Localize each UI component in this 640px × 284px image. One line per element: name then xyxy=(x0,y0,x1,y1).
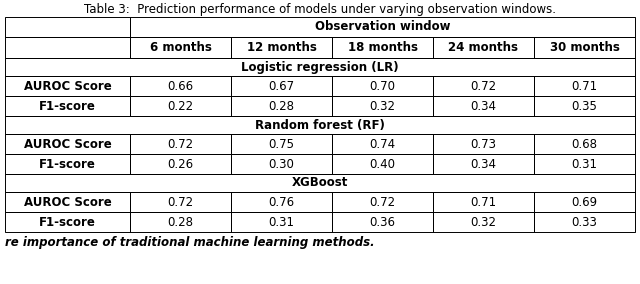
Text: 0.31: 0.31 xyxy=(269,216,294,229)
Text: Table 3:  Prediction performance of models under varying observation windows.: Table 3: Prediction performance of model… xyxy=(84,3,556,16)
Text: AUROC Score: AUROC Score xyxy=(24,195,111,208)
Text: 0.71: 0.71 xyxy=(470,195,497,208)
Bar xyxy=(433,96,534,116)
Text: 30 months: 30 months xyxy=(550,41,620,54)
Bar xyxy=(130,37,231,58)
Text: 0.72: 0.72 xyxy=(168,195,193,208)
Text: 0.35: 0.35 xyxy=(572,99,597,112)
Bar xyxy=(534,76,635,96)
Bar xyxy=(5,58,635,76)
Text: XGBoost: XGBoost xyxy=(292,176,348,189)
Text: 0.40: 0.40 xyxy=(369,158,396,170)
Bar xyxy=(433,37,534,58)
Bar xyxy=(5,154,130,174)
Bar xyxy=(534,37,635,58)
Bar xyxy=(231,76,332,96)
Bar xyxy=(433,134,534,154)
Text: 0.30: 0.30 xyxy=(269,158,294,170)
Text: 12 months: 12 months xyxy=(246,41,316,54)
Text: 0.28: 0.28 xyxy=(168,216,193,229)
Text: 0.73: 0.73 xyxy=(470,137,497,151)
Bar xyxy=(5,116,635,134)
Text: AUROC Score: AUROC Score xyxy=(24,80,111,93)
Text: 6 months: 6 months xyxy=(150,41,211,54)
Text: 0.36: 0.36 xyxy=(369,216,396,229)
Bar xyxy=(332,37,433,58)
Text: 0.31: 0.31 xyxy=(572,158,598,170)
Bar xyxy=(332,96,433,116)
Bar xyxy=(5,134,130,154)
Bar xyxy=(231,96,332,116)
Bar xyxy=(130,134,231,154)
Text: 0.34: 0.34 xyxy=(470,158,497,170)
Bar xyxy=(5,212,130,232)
Bar xyxy=(534,212,635,232)
Bar xyxy=(433,76,534,96)
Text: 0.33: 0.33 xyxy=(572,216,597,229)
Bar xyxy=(433,154,534,174)
Bar xyxy=(433,212,534,232)
Text: 0.72: 0.72 xyxy=(168,137,193,151)
Text: F1-score: F1-score xyxy=(39,99,96,112)
Bar xyxy=(231,134,332,154)
Text: 0.70: 0.70 xyxy=(369,80,396,93)
Text: Random forest (RF): Random forest (RF) xyxy=(255,118,385,131)
Text: Logistic regression (LR): Logistic regression (LR) xyxy=(241,60,399,74)
Bar xyxy=(130,17,635,37)
Text: Observation window: Observation window xyxy=(315,20,451,34)
Text: 0.72: 0.72 xyxy=(470,80,497,93)
Bar xyxy=(5,37,130,58)
Bar xyxy=(534,96,635,116)
Bar xyxy=(534,134,635,154)
Bar xyxy=(5,192,130,212)
Bar xyxy=(332,192,433,212)
Bar xyxy=(534,192,635,212)
Text: re importance of traditional machine learning methods.: re importance of traditional machine lea… xyxy=(5,236,374,249)
Text: 0.67: 0.67 xyxy=(268,80,294,93)
Bar xyxy=(332,154,433,174)
Bar xyxy=(332,134,433,154)
Bar xyxy=(332,76,433,96)
Text: 0.22: 0.22 xyxy=(168,99,193,112)
Bar xyxy=(332,212,433,232)
Bar xyxy=(231,37,332,58)
Text: 0.26: 0.26 xyxy=(168,158,193,170)
Bar xyxy=(130,76,231,96)
Text: 0.75: 0.75 xyxy=(269,137,294,151)
Text: 0.69: 0.69 xyxy=(572,195,598,208)
Bar xyxy=(231,154,332,174)
Text: F1-score: F1-score xyxy=(39,158,96,170)
Text: 0.66: 0.66 xyxy=(168,80,193,93)
Bar xyxy=(433,192,534,212)
Text: F1-score: F1-score xyxy=(39,216,96,229)
Bar xyxy=(231,212,332,232)
Text: 0.68: 0.68 xyxy=(572,137,598,151)
Text: 0.28: 0.28 xyxy=(269,99,294,112)
Bar xyxy=(5,96,130,116)
Bar xyxy=(5,174,635,192)
Bar xyxy=(534,154,635,174)
Text: 18 months: 18 months xyxy=(348,41,417,54)
Text: 0.76: 0.76 xyxy=(268,195,294,208)
Bar xyxy=(130,192,231,212)
Text: 24 months: 24 months xyxy=(449,41,518,54)
Bar xyxy=(5,76,130,96)
Bar xyxy=(130,154,231,174)
Text: 0.34: 0.34 xyxy=(470,99,497,112)
Bar xyxy=(130,212,231,232)
Text: 0.32: 0.32 xyxy=(470,216,497,229)
Text: 0.32: 0.32 xyxy=(369,99,396,112)
Text: 0.72: 0.72 xyxy=(369,195,396,208)
Text: 0.71: 0.71 xyxy=(572,80,598,93)
Bar xyxy=(130,96,231,116)
Bar xyxy=(5,17,130,37)
Text: 0.74: 0.74 xyxy=(369,137,396,151)
Bar xyxy=(231,192,332,212)
Text: AUROC Score: AUROC Score xyxy=(24,137,111,151)
